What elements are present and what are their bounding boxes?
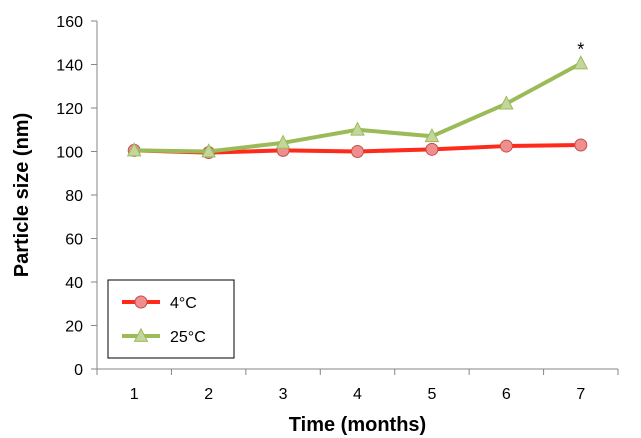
y-tick-label: 0 (74, 362, 83, 379)
y-tick-label: 120 (56, 101, 83, 118)
data-point (126, 142, 142, 157)
data-point (499, 95, 514, 110)
legend-item: 4°C (122, 295, 197, 312)
y-tick-label: 140 (56, 58, 83, 75)
data-point (574, 138, 588, 152)
data-point (573, 55, 589, 70)
x-axis-title: Time (months) (289, 414, 426, 436)
data-point (275, 134, 291, 149)
y-axis-ticks: 0 20 40 60 80 100 120 140 160 (56, 14, 97, 379)
x-axis-ticks: 1 2 3 4 5 6 7 (96, 369, 619, 403)
data-point (499, 139, 513, 153)
y-tick-label: 60 (65, 232, 83, 249)
annotation-layer: * (577, 39, 584, 59)
legend-swatch-marker (134, 295, 148, 309)
legend-box (107, 279, 235, 359)
x-tick-label: 4 (353, 386, 362, 403)
data-point (424, 127, 440, 143)
legend-item: 25°C (122, 327, 206, 346)
y-axis-title: Particle size (nm) (11, 113, 33, 278)
data-point (201, 143, 216, 158)
x-tick-label: 7 (576, 386, 585, 403)
y-tick-label: 80 (65, 188, 83, 205)
legend-items: 4°C 25°C (122, 295, 206, 346)
series-line (134, 61, 582, 154)
data-point (351, 145, 364, 158)
significance-annotation: * (577, 39, 584, 59)
y-tick-label: 40 (65, 275, 83, 292)
data-point (350, 121, 365, 136)
series-layer (126, 55, 589, 160)
y-tick-label: 20 (65, 319, 83, 336)
series-25c (126, 55, 589, 158)
legend-label: 4°C (170, 295, 197, 312)
data-point (425, 142, 439, 156)
x-tick-label: 6 (502, 386, 511, 403)
x-tick-label: 5 (427, 386, 436, 403)
x-tick-label: 2 (204, 386, 213, 403)
y-tick-label: 160 (56, 14, 83, 31)
x-tick-label: 1 (130, 386, 139, 403)
legend-label: 25°C (170, 329, 206, 346)
y-tick-label: 100 (56, 145, 83, 162)
series-4c (127, 138, 588, 160)
legend-swatch-marker (133, 327, 149, 342)
legend: 4°C 25°C (107, 279, 235, 359)
x-tick-label: 3 (279, 386, 288, 403)
